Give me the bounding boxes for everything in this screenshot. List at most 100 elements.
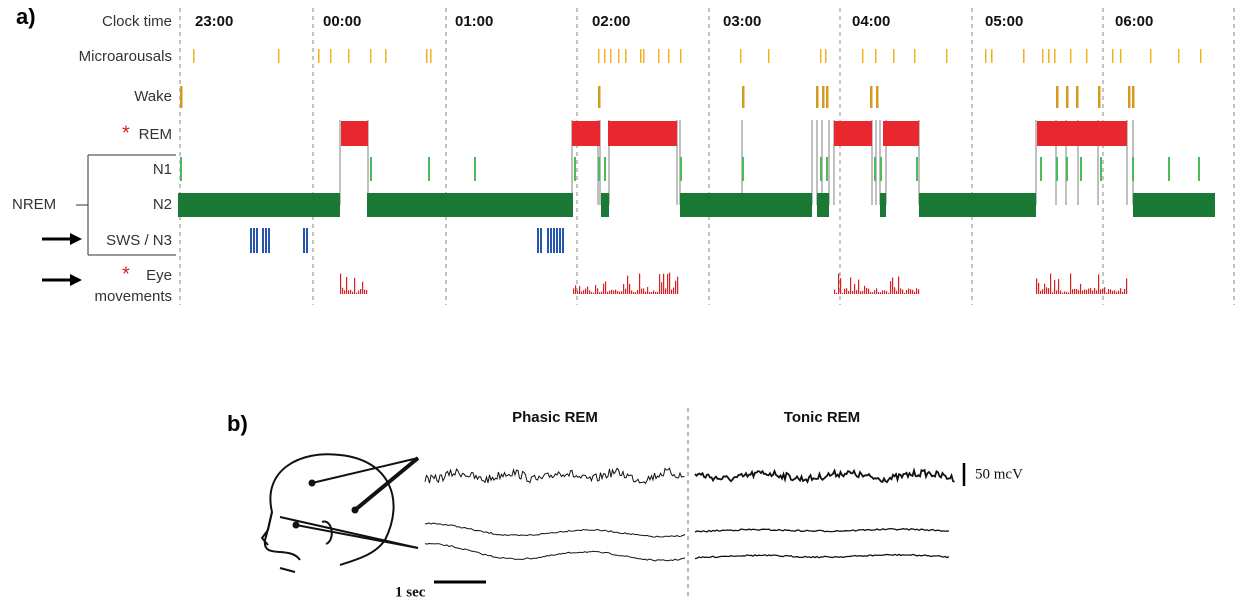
eye-movement — [1104, 287, 1106, 294]
eye-movement — [623, 284, 625, 294]
eye-movement — [888, 292, 890, 294]
row-label: NREM — [12, 196, 56, 213]
microarousal — [668, 49, 670, 63]
sws-mark — [268, 228, 270, 253]
eye-movement — [1118, 290, 1120, 294]
row-label: N1 — [153, 161, 172, 178]
eye-movement — [1102, 289, 1104, 294]
microarousal — [991, 49, 993, 63]
microarousal — [985, 49, 987, 63]
eye-movement — [906, 289, 908, 294]
rem-block — [572, 121, 600, 146]
microarousal — [1048, 49, 1050, 63]
scale-label: 50 mcV — [975, 466, 1023, 482]
eye-movement — [593, 292, 595, 294]
eye-movement — [641, 288, 643, 294]
eye-movement — [884, 290, 886, 294]
eye-movement — [677, 276, 679, 294]
eye-movement — [1036, 278, 1038, 294]
wake-mark — [1056, 86, 1059, 108]
eye-movement — [876, 288, 878, 294]
microarousal — [914, 49, 916, 63]
eye-movement — [597, 288, 599, 294]
eye-movement — [844, 288, 846, 294]
microarousal — [893, 49, 895, 63]
eye-movement — [1076, 288, 1078, 294]
eye-movement — [1044, 283, 1046, 294]
wake-mark — [1066, 86, 1069, 108]
microarousal — [1042, 49, 1044, 63]
eye-movement — [659, 274, 661, 294]
sws-mark — [562, 228, 564, 253]
eye-movement — [577, 291, 579, 294]
eye-movement — [354, 277, 356, 294]
microarousal — [820, 49, 822, 63]
eye-movement — [364, 289, 366, 294]
eye-movement — [667, 273, 669, 294]
eye-movement — [344, 290, 346, 294]
sws-mark — [253, 228, 255, 253]
eye-movement — [1114, 290, 1116, 294]
eye-movement — [350, 289, 352, 294]
n1-mark — [1100, 157, 1102, 181]
clock-label: 05:00 — [985, 13, 1023, 30]
eye-movement — [874, 290, 876, 294]
n1-mark — [826, 157, 828, 181]
row-label: Wake — [134, 88, 172, 105]
n1-mark — [428, 157, 430, 181]
n2-block — [178, 193, 340, 217]
n1-mark — [742, 157, 744, 181]
n1-mark — [1080, 157, 1082, 181]
microarousal — [875, 49, 877, 63]
eye-movement — [591, 292, 593, 294]
wake-mark — [870, 86, 873, 108]
nrem-bracket — [76, 154, 176, 256]
trace — [424, 522, 686, 538]
row-label: Clock time — [102, 13, 172, 30]
microarousal — [1112, 49, 1114, 63]
eye-movement — [1056, 290, 1058, 294]
clock-label: 01:00 — [455, 13, 493, 30]
row-label: SWS / N3 — [106, 232, 172, 249]
eye-movement — [1108, 288, 1110, 294]
microarousal — [1086, 49, 1088, 63]
sws-mark — [540, 228, 542, 253]
eye-movement — [673, 287, 675, 294]
n1-mark — [1168, 157, 1170, 181]
eye-movement — [661, 282, 663, 294]
eye-movement — [1126, 278, 1128, 294]
sws-mark — [256, 228, 258, 253]
eye-movement — [601, 291, 603, 294]
eye-movement — [890, 281, 892, 294]
eye-movement — [613, 290, 615, 294]
wake-mark — [1132, 86, 1135, 108]
trace — [694, 553, 950, 560]
microarousal — [193, 49, 195, 63]
eye-movement — [1054, 279, 1056, 294]
eye-movement — [589, 290, 591, 294]
sws-mark — [550, 228, 552, 253]
sws-mark — [537, 228, 539, 253]
microarousal — [625, 49, 627, 63]
eye-movement — [669, 272, 671, 294]
n1-mark — [680, 157, 682, 181]
sws-mark — [556, 228, 558, 253]
eye-movement — [1082, 290, 1084, 294]
eye-movement — [852, 291, 854, 294]
n2-block — [817, 193, 829, 217]
eye-movement — [1098, 274, 1100, 294]
rem-block — [608, 121, 677, 146]
wake-mark — [598, 86, 601, 108]
eye-movement — [360, 288, 362, 294]
n2-block — [919, 193, 1036, 217]
eye-movement — [340, 273, 342, 294]
eye-movement — [1086, 289, 1088, 294]
microarousal — [330, 49, 332, 63]
eye-movement — [1052, 292, 1054, 294]
panel-label: b) — [227, 411, 248, 436]
eye-movement — [647, 287, 649, 294]
trace — [694, 527, 950, 533]
eye-movement — [1040, 290, 1042, 294]
eye-movement — [605, 281, 607, 294]
eye-movement — [864, 285, 866, 294]
